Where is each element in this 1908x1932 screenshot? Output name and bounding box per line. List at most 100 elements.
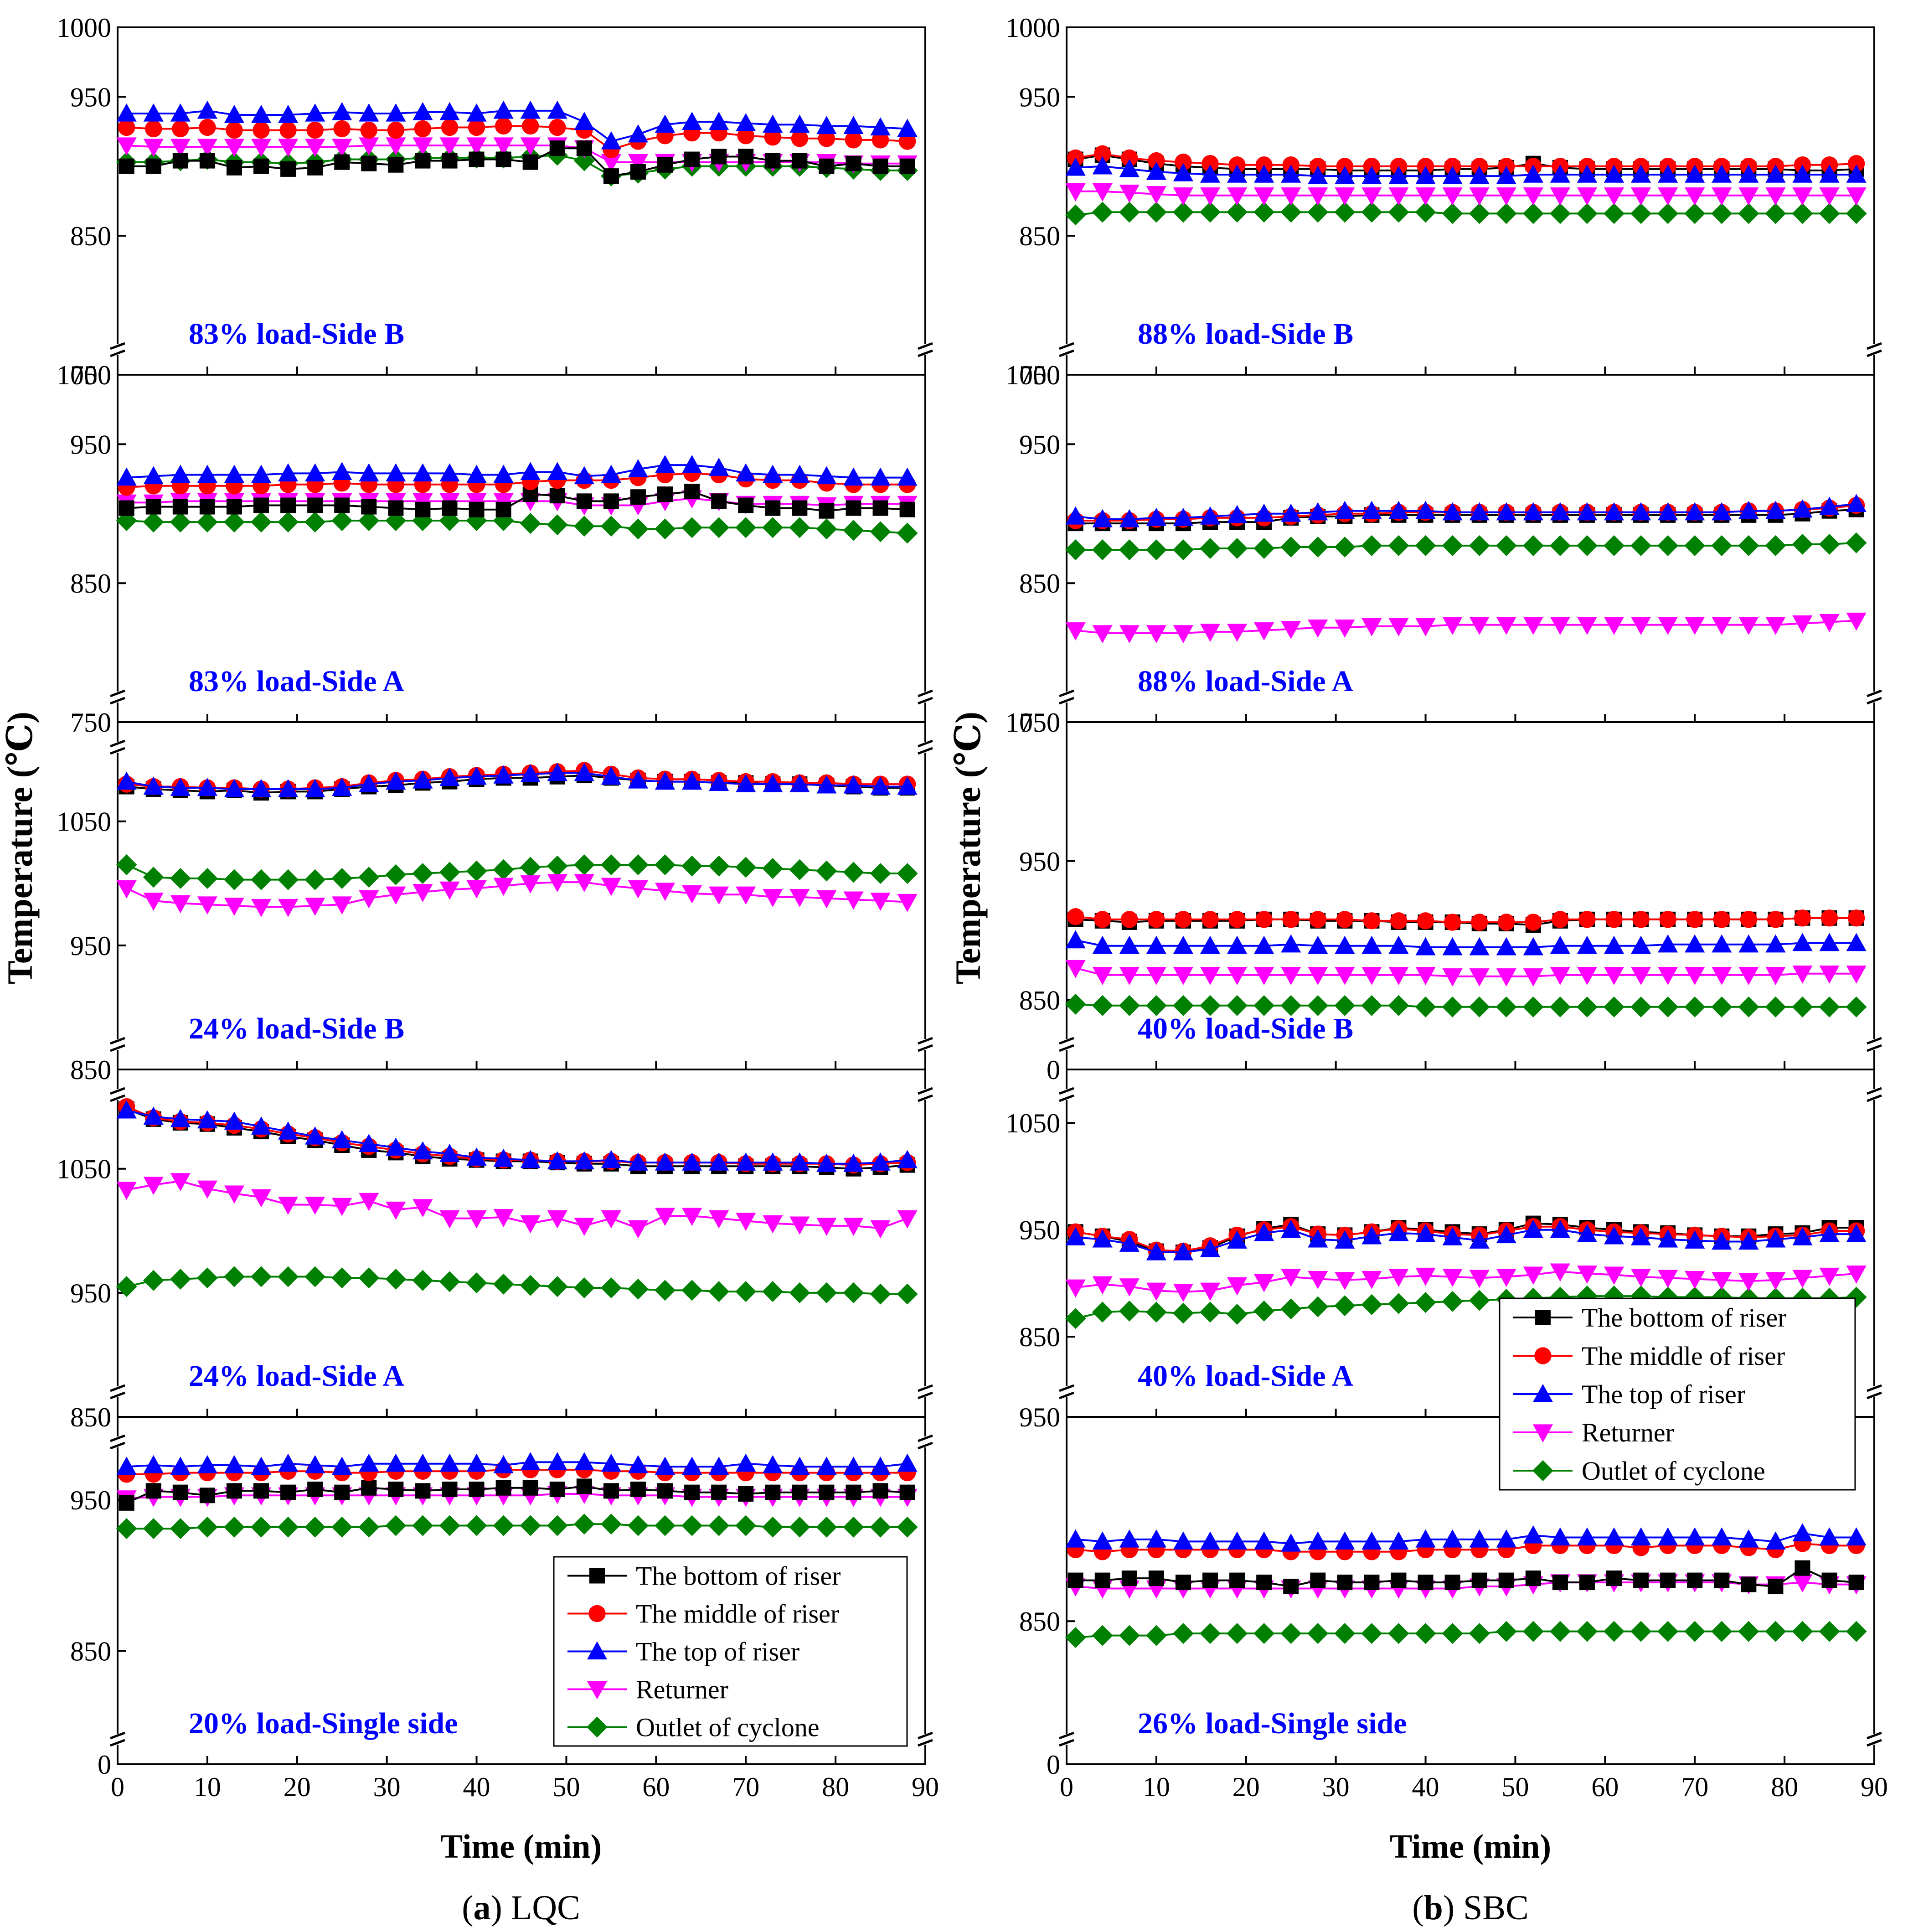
data-point-cyclone xyxy=(735,1515,757,1536)
data-point-cyclone xyxy=(1577,535,1598,556)
data-point-cyclone xyxy=(708,855,730,877)
data-point-returner xyxy=(1469,187,1490,206)
data-point-returner xyxy=(1550,616,1570,635)
data-point-cyclone xyxy=(1630,1621,1652,1642)
data-point-top xyxy=(197,1455,217,1473)
data-point-top xyxy=(1281,503,1301,522)
data-point-top xyxy=(709,773,729,791)
data-point-returner xyxy=(1361,967,1382,985)
y-tick-label: 950 xyxy=(70,1278,111,1308)
data-point-top xyxy=(1146,161,1166,180)
data-point-top xyxy=(1281,164,1301,183)
axis-break-line xyxy=(918,697,933,705)
data-point-top xyxy=(1254,164,1274,183)
data-point-cyclone xyxy=(116,510,137,531)
data-point-cyclone xyxy=(1253,1623,1275,1644)
axis-break-line xyxy=(918,1441,933,1450)
data-point-returner xyxy=(1738,616,1759,635)
data-point-top xyxy=(736,463,756,482)
data-point-returner xyxy=(601,1210,621,1229)
series-top xyxy=(116,1100,918,1172)
data-point-top xyxy=(1604,1226,1624,1245)
data-point-returner xyxy=(1335,967,1355,985)
data-point-top xyxy=(547,1452,567,1471)
data-point-cyclone xyxy=(1361,1294,1382,1315)
data-point-top xyxy=(1442,937,1463,956)
data-point-top xyxy=(1604,164,1624,183)
data-point-top xyxy=(870,117,891,136)
data-point-top xyxy=(1119,1234,1140,1252)
data-point-bottom xyxy=(1821,1572,1837,1588)
data-point-bottom xyxy=(199,153,215,169)
axis-break-line xyxy=(918,1037,933,1045)
y-tick-label: 850 xyxy=(1019,986,1060,1016)
axis-break-right-bottom xyxy=(1866,1731,1882,1747)
data-point-returner xyxy=(843,891,864,910)
data-point-top xyxy=(1308,502,1328,521)
data-point-top xyxy=(359,774,379,792)
data-point-returner xyxy=(1119,625,1140,644)
series-returner xyxy=(1065,183,1867,206)
data-point-bottom xyxy=(415,153,431,169)
data-point-returner xyxy=(332,1198,352,1216)
data-point-returner xyxy=(332,896,352,915)
data-point-middle xyxy=(1632,911,1650,928)
data-point-cyclone xyxy=(196,511,218,533)
data-point-top xyxy=(116,1100,137,1119)
y-tick-label: 850 xyxy=(1019,221,1060,251)
plot-frame xyxy=(1066,1416,1875,1765)
x-tick-label: 40 xyxy=(463,1772,490,1802)
data-point-middle xyxy=(1794,909,1811,927)
data-point-bottom xyxy=(738,1486,754,1502)
data-point-top xyxy=(1361,501,1382,519)
data-point-returner xyxy=(520,137,541,156)
data-point-returner xyxy=(1604,967,1624,985)
data-point-top xyxy=(736,113,756,131)
data-point-top xyxy=(359,103,379,122)
data-point-bottom xyxy=(361,155,377,171)
data-point-bottom xyxy=(792,153,808,169)
axis-break-right-bottom xyxy=(1866,342,1882,357)
axis-break-line xyxy=(110,1384,125,1392)
data-point-cyclone xyxy=(1092,1625,1113,1646)
data-point-bottom xyxy=(361,499,377,515)
axis-break-line xyxy=(918,1739,933,1747)
data-point-returner xyxy=(1550,1263,1570,1282)
data-point-returner xyxy=(251,899,272,917)
chart-panel-a4: 850 950 1050 0 24% load-Side A xyxy=(57,1055,933,1432)
data-point-bottom xyxy=(145,499,161,515)
data-point-top xyxy=(681,112,702,130)
axis-break-line xyxy=(918,689,933,697)
data-point-top xyxy=(1685,934,1705,953)
data-point-cyclone xyxy=(628,1515,649,1536)
data-point-cyclone xyxy=(1388,535,1409,556)
data-point-cyclone xyxy=(573,1277,595,1298)
data-point-cyclone xyxy=(600,1277,622,1298)
data-point-returner xyxy=(1846,966,1867,984)
data-point-returner xyxy=(1335,187,1355,206)
caption-a-text: LQC xyxy=(511,1889,580,1927)
data-point-cyclone xyxy=(1765,1621,1786,1642)
series-line-middle xyxy=(1075,1542,1856,1553)
data-point-cyclone xyxy=(843,1282,864,1303)
data-point-returner xyxy=(413,884,433,902)
data-point-returner xyxy=(1308,967,1328,985)
data-point-top xyxy=(305,103,325,122)
data-point-cyclone xyxy=(1711,1621,1733,1642)
data-point-top xyxy=(789,114,810,133)
data-point-middle xyxy=(1067,908,1084,925)
data-point-returner xyxy=(1200,624,1221,642)
data-point-cyclone xyxy=(1065,539,1086,560)
y-tick-label: 950 xyxy=(70,1485,111,1515)
data-point-bottom xyxy=(1121,1570,1137,1586)
data-point-top xyxy=(359,1134,379,1152)
data-point-bottom xyxy=(1364,1575,1380,1591)
data-point-top xyxy=(1765,1229,1786,1248)
data-point-cyclone xyxy=(1522,535,1544,556)
axis-break-line xyxy=(1059,1731,1074,1740)
axis-break-left-top xyxy=(109,739,126,755)
x-tick-label: 30 xyxy=(373,1772,401,1802)
data-point-bottom xyxy=(1741,1576,1757,1592)
data-point-returner xyxy=(493,1209,514,1227)
data-point-cyclone xyxy=(1469,1623,1490,1644)
